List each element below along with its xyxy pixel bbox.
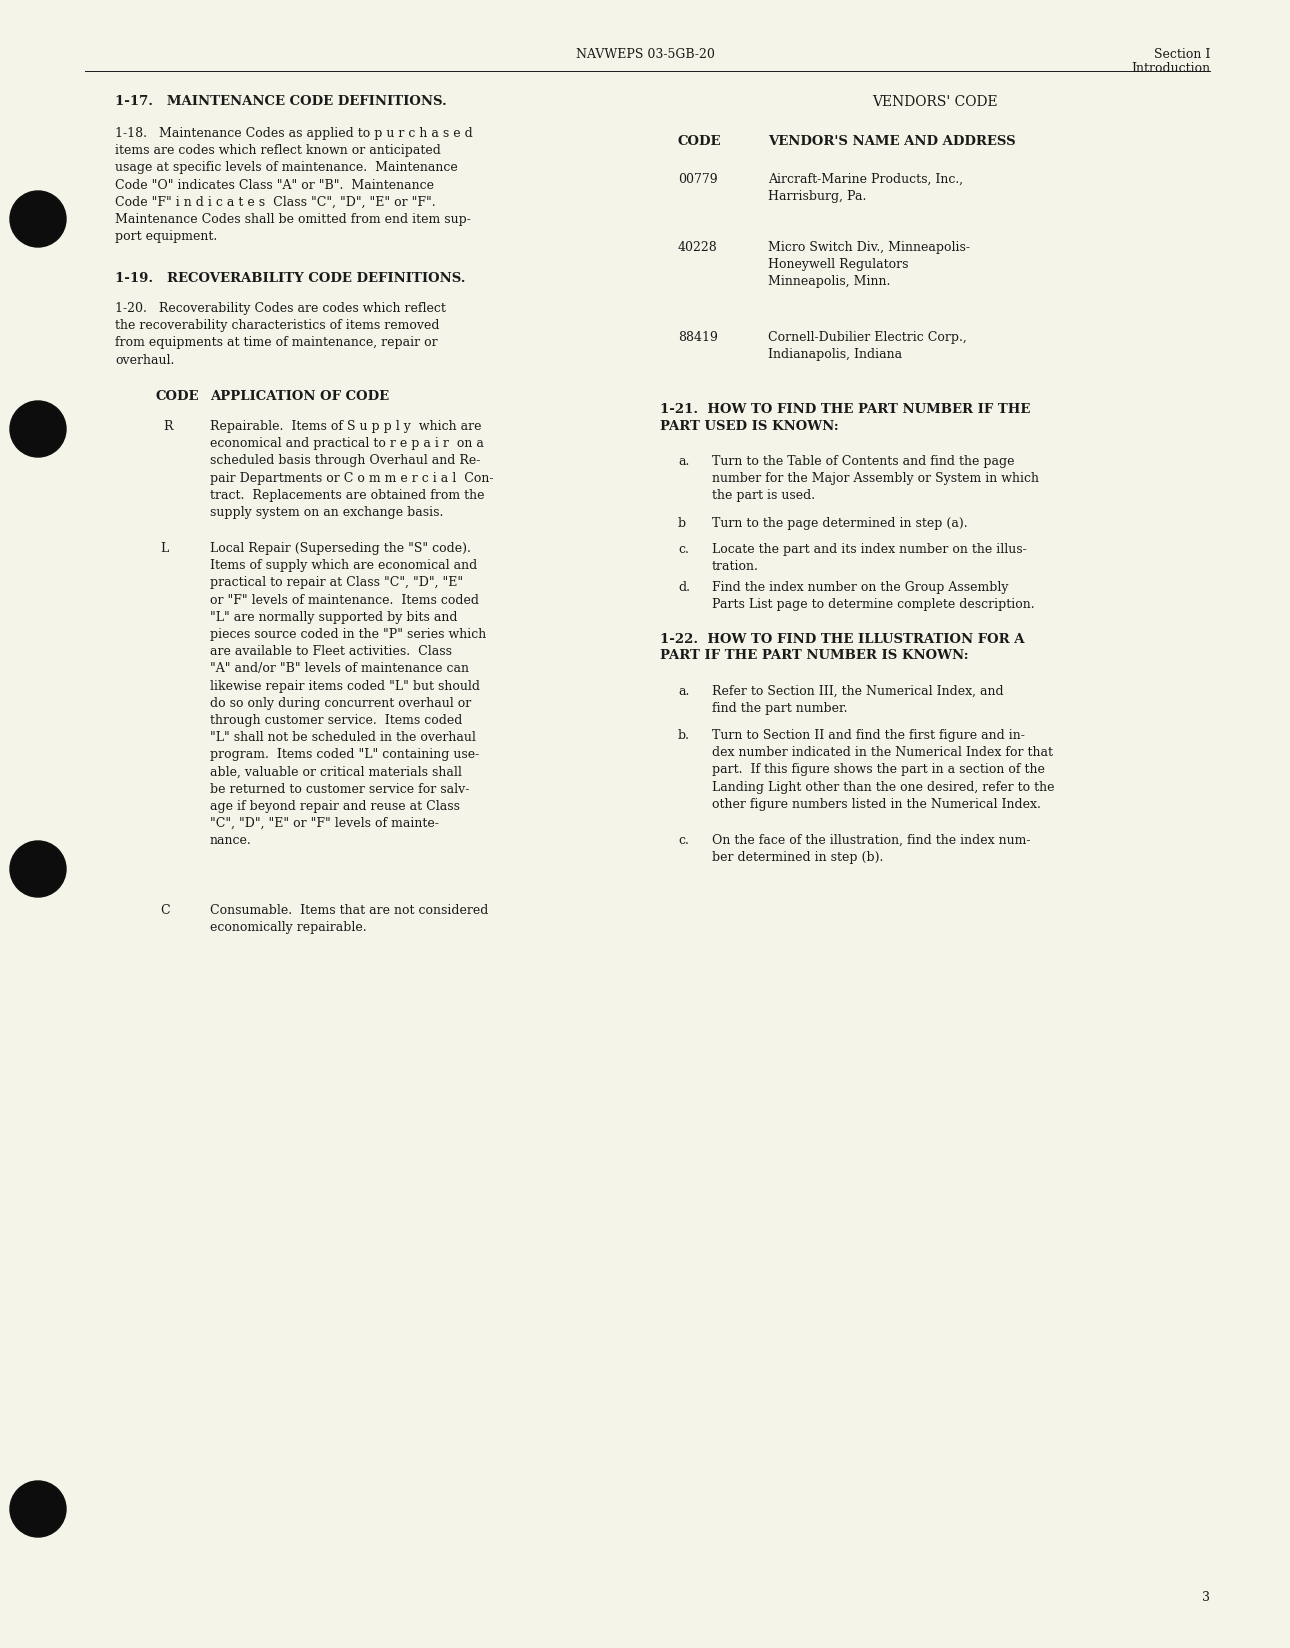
Text: 3: 3 (1202, 1590, 1210, 1604)
Text: Section I: Section I (1153, 48, 1210, 61)
Circle shape (10, 842, 66, 898)
Text: 00779: 00779 (679, 173, 717, 186)
Text: 1-22.  HOW TO FIND THE ILLUSTRATION FOR A
PART IF THE PART NUMBER IS KNOWN:: 1-22. HOW TO FIND THE ILLUSTRATION FOR A… (660, 633, 1024, 662)
Text: c.: c. (679, 834, 689, 847)
Text: 40228: 40228 (679, 241, 717, 254)
Text: R: R (163, 420, 173, 433)
Text: Local Repair (Superseding the "S" code).
Items of supply which are economical an: Local Repair (Superseding the "S" code).… (210, 542, 486, 847)
Text: 1-21.  HOW TO FIND THE PART NUMBER IF THE
PART USED IS KNOWN:: 1-21. HOW TO FIND THE PART NUMBER IF THE… (660, 402, 1031, 432)
Text: a.: a. (679, 455, 689, 468)
Text: 1-20.   Recoverability Codes are codes which reflect
the recoverability characte: 1-20. Recoverability Codes are codes whi… (115, 302, 446, 366)
Text: Aircraft-Marine Products, Inc.,
Harrisburg, Pa.: Aircraft-Marine Products, Inc., Harrisbu… (768, 173, 964, 203)
Text: 1-19.   RECOVERABILITY CODE DEFINITIONS.: 1-19. RECOVERABILITY CODE DEFINITIONS. (115, 272, 466, 285)
Text: 88419: 88419 (679, 331, 717, 344)
Text: c.: c. (679, 542, 689, 555)
Text: NAVWEPS 03-5GB-20: NAVWEPS 03-5GB-20 (575, 48, 715, 61)
Text: Consumable.  Items that are not considered
economically repairable.: Consumable. Items that are not considere… (210, 903, 489, 934)
Text: Turn to the page determined in step (a).: Turn to the page determined in step (a). (712, 517, 968, 529)
Circle shape (10, 402, 66, 458)
Text: Repairable.  Items of S u p p l y  which are
economical and practical to r e p a: Repairable. Items of S u p p l y which a… (210, 420, 494, 519)
Text: b: b (679, 517, 686, 529)
Text: CODE: CODE (155, 391, 199, 402)
Text: Cornell-Dubilier Electric Corp.,
Indianapolis, Indiana: Cornell-Dubilier Electric Corp., Indiana… (768, 331, 966, 361)
Text: On the face of the illustration, find the index num-
ber determined in step (b).: On the face of the illustration, find th… (712, 834, 1031, 864)
Text: Turn to Section II and find the first figure and in-
dex number indicated in the: Turn to Section II and find the first fi… (712, 728, 1054, 811)
Circle shape (10, 1482, 66, 1538)
Text: Turn to the Table of Contents and find the page
number for the Major Assembly or: Turn to the Table of Contents and find t… (712, 455, 1038, 503)
Text: L: L (160, 542, 168, 555)
Text: Introduction: Introduction (1131, 63, 1210, 74)
Text: VENDORS' CODE: VENDORS' CODE (872, 96, 997, 109)
Circle shape (10, 191, 66, 247)
Text: Find the index number on the Group Assembly
Parts List page to determine complet: Find the index number on the Group Assem… (712, 580, 1035, 611)
Text: a.: a. (679, 684, 689, 697)
Text: 1-17.   MAINTENANCE CODE DEFINITIONS.: 1-17. MAINTENANCE CODE DEFINITIONS. (115, 96, 446, 107)
Text: C: C (160, 903, 169, 916)
Text: Locate the part and its index number on the illus-
tration.: Locate the part and its index number on … (712, 542, 1027, 574)
Text: 1-18.   Maintenance Codes as applied to p u r c h a s e d
items are codes which : 1-18. Maintenance Codes as applied to p … (115, 127, 472, 242)
Text: VENDOR'S NAME AND ADDRESS: VENDOR'S NAME AND ADDRESS (768, 135, 1015, 148)
Text: CODE: CODE (679, 135, 721, 148)
Text: b.: b. (679, 728, 690, 742)
Text: Micro Switch Div., Minneapolis-
Honeywell Regulators
Minneapolis, Minn.: Micro Switch Div., Minneapolis- Honeywel… (768, 241, 970, 288)
Text: Refer to Section III, the Numerical Index, and
find the part number.: Refer to Section III, the Numerical Inde… (712, 684, 1004, 715)
Text: APPLICATION OF CODE: APPLICATION OF CODE (210, 391, 390, 402)
Text: d.: d. (679, 580, 690, 593)
